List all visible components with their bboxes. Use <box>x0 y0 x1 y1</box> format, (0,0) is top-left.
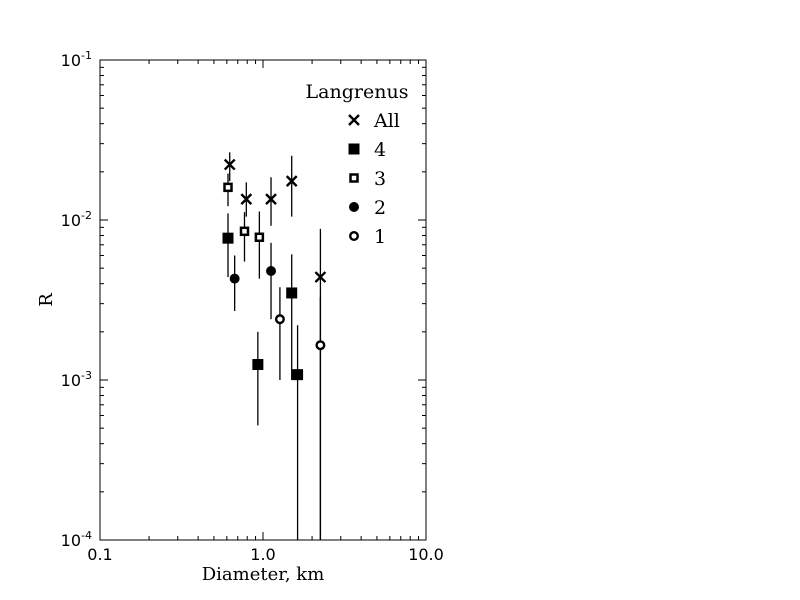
data-point-filled-square <box>292 369 304 381</box>
plot-frame <box>99 59 427 541</box>
data-point-open-square <box>223 182 233 193</box>
markers-layer <box>222 158 327 381</box>
x-tick-label: 1.0 <box>250 545 275 564</box>
data-point-x <box>285 175 298 187</box>
legend-marker-open-circle <box>349 230 360 241</box>
legend-entry-label: All <box>373 110 400 132</box>
data-point-x <box>265 193 277 205</box>
y-tick-label: 10-4 <box>61 529 92 550</box>
x-tick-label: 10.0 <box>408 545 444 564</box>
tick-labels-layer: 0.1 1.0 10.0 10-4 10-3 10-2 10-1 <box>61 49 444 564</box>
data-point-open-circle <box>274 314 285 325</box>
data-point-open-square <box>254 232 265 243</box>
legend-marker-x <box>348 114 360 126</box>
data-point-filled-square <box>222 232 234 244</box>
data-point-open-square <box>239 226 250 237</box>
legend-entry-label: 2 <box>374 197 386 219</box>
data-point-x <box>314 271 327 283</box>
data-point-open-circle <box>315 340 326 351</box>
legend: Langrenus All 4 3 2 1 <box>306 81 409 248</box>
data-point-filled-square <box>252 358 264 370</box>
legend-marker-open-square <box>349 173 359 183</box>
y-tick-label: 10-3 <box>61 369 92 390</box>
data-point-x <box>223 158 236 171</box>
legend-marker-filled-square <box>348 143 360 155</box>
legend-marker-filled-circle <box>349 202 359 212</box>
y-axis-label: R <box>36 293 57 307</box>
legend-entry-label: 4 <box>374 139 386 161</box>
tick-marks-layer <box>99 59 427 541</box>
y-tick-label: 10-2 <box>61 209 92 230</box>
legend-title: Langrenus <box>306 81 409 103</box>
legend-entry-label: 1 <box>374 226 386 248</box>
x-tick-label: 0.1 <box>87 545 112 564</box>
error-bars-layer <box>227 152 322 540</box>
legend-entry-label: 3 <box>374 168 386 190</box>
data-point-x <box>240 193 253 205</box>
data-point-filled-circle <box>266 266 277 277</box>
data-point-filled-square <box>286 287 298 299</box>
x-axis-label: Diameter, km <box>202 564 325 585</box>
data-point-filled-circle <box>229 273 240 284</box>
y-tick-label: 10-1 <box>61 49 92 70</box>
